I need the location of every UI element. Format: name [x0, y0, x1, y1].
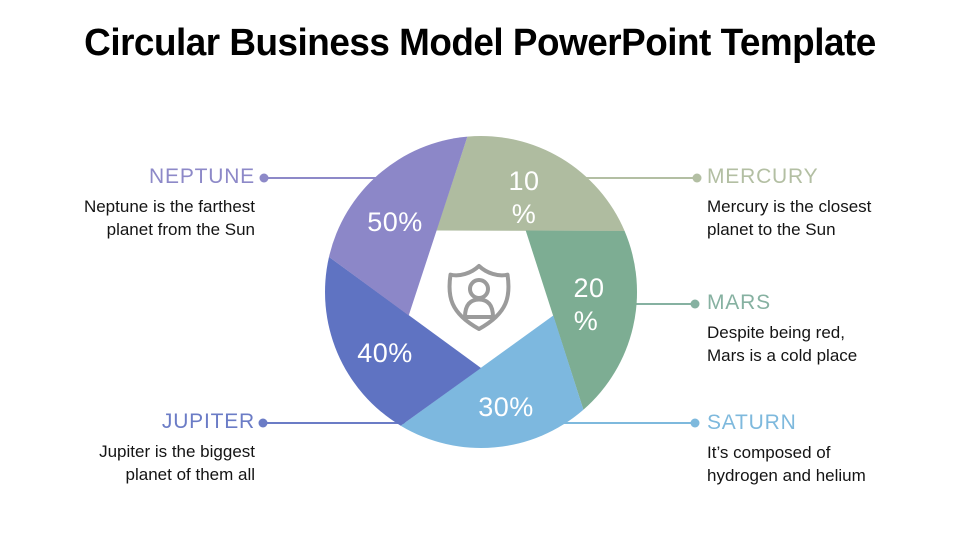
dot-mercury — [692, 173, 702, 183]
dot-jupiter — [258, 418, 268, 428]
segment-mercury-10pct — [436, 136, 625, 231]
label-mars-value: 20 — [573, 273, 604, 303]
connector-lines — [263, 177, 697, 424]
shield-outline — [447, 264, 511, 331]
planet-desc-mercury: Mercury is the closest planet to the Sun — [707, 197, 872, 239]
pie-segments — [325, 136, 638, 448]
segment-neptune-50pct — [329, 136, 468, 316]
segment-saturn-30pct — [400, 315, 584, 448]
planet-name-saturn: SATURN — [707, 411, 797, 434]
planet-desc-mars: Despite being red, Mars is a cold place — [707, 323, 858, 365]
card-jupiter: JUPITER Jupiter is the biggest planet of… — [15, 410, 255, 486]
label-mercury-percent-sign: % — [512, 199, 537, 229]
planet-name-neptune: NEPTUNE — [149, 165, 255, 188]
percent-labels: 10 % 20 % 30% 40% 50% — [357, 166, 604, 422]
label-neptune-value: 50% — [367, 207, 423, 237]
planet-desc-jupiter: Jupiter is the biggest planet of them al… — [99, 442, 255, 484]
user-head — [468, 278, 490, 300]
dot-saturn — [690, 418, 700, 428]
connector-dots — [258, 173, 702, 428]
label-mars-percent-sign: % — [574, 306, 599, 336]
card-saturn: SATURN It’s composed of hydrogen and hel… — [707, 411, 947, 487]
card-mercury: MERCURY Mercury is the closest planet to… — [707, 165, 947, 241]
slide-title: Circular Business Model PowerPoint Templ… — [84, 22, 876, 64]
card-mars: MARS Despite being red, Mars is a cold p… — [707, 291, 947, 367]
segment-jupiter-40pct — [325, 256, 481, 426]
card-neptune: NEPTUNE Neptune is the farthest planet f… — [15, 165, 255, 241]
label-mercury-value: 10 — [508, 166, 539, 196]
planet-desc-saturn: It’s composed of hydrogen and helium — [707, 443, 866, 485]
segment-mars-20pct — [525, 230, 638, 410]
user-shoulders — [462, 297, 496, 319]
planet-name-mercury: MERCURY — [707, 165, 819, 188]
label-saturn-value: 30% — [478, 392, 534, 422]
shield-user-icon — [447, 264, 511, 331]
dot-neptune — [259, 173, 269, 183]
planet-name-jupiter: JUPITER — [161, 410, 255, 433]
planet-name-mars: MARS — [707, 291, 771, 314]
planet-desc-neptune: Neptune is the farthest planet from the … — [83, 197, 255, 239]
label-jupiter-value: 40% — [357, 338, 413, 368]
dot-mars — [690, 299, 700, 309]
